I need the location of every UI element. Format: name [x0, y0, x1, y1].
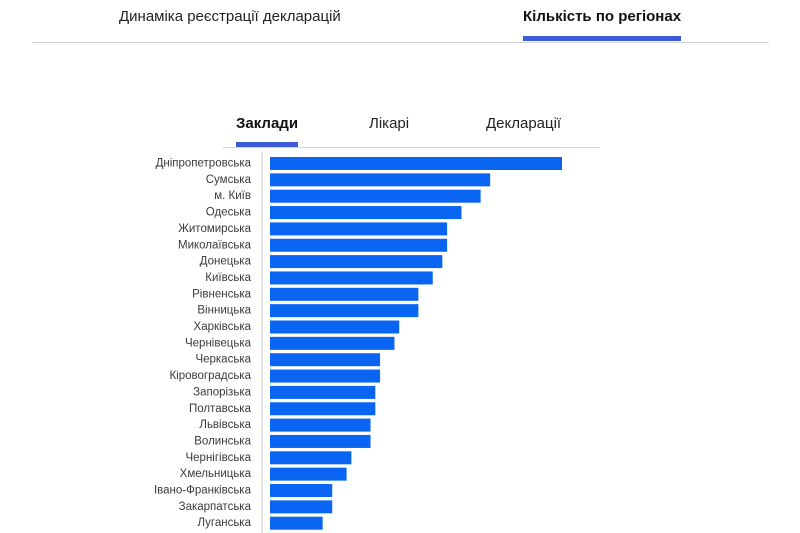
bar[interactable] — [270, 353, 381, 367]
bar[interactable] — [270, 451, 352, 465]
tab-facilities[interactable]: Заклади — [236, 115, 299, 132]
category-label: Миколаївська — [178, 239, 252, 251]
category-label: Закарпатська — [179, 501, 252, 513]
tab-count-by-region[interactable]: Кількість по регіонах — [523, 8, 682, 25]
category-label: Дніпропетровська — [156, 158, 252, 170]
bar[interactable] — [270, 434, 371, 448]
bar[interactable] — [270, 271, 433, 285]
category-label: Київська — [205, 272, 251, 284]
category-label: Луганська — [197, 517, 251, 529]
category-label: Кіровоградська — [169, 370, 251, 382]
category-label: Запорізька — [193, 386, 251, 398]
category-label: Вінницька — [197, 305, 251, 317]
top-tab-bar: Динаміка реєстрації декларацій Кількість… — [32, 0, 769, 43]
bar[interactable] — [270, 369, 381, 383]
bar[interactable] — [270, 516, 323, 530]
category-label: Івано-Франківська — [154, 485, 252, 497]
bar[interactable] — [270, 418, 371, 432]
category-label: Волинська — [194, 435, 251, 447]
bar[interactable] — [270, 255, 443, 269]
bar[interactable] — [270, 336, 395, 350]
tab-declarations-dynamics[interactable]: Динаміка реєстрації декларацій — [119, 8, 341, 25]
active-subtab-indicator — [236, 142, 298, 147]
category-label: Одеська — [206, 207, 252, 219]
tab-declarations[interactable]: Декларації — [486, 115, 562, 132]
category-label: Житомирська — [178, 223, 251, 235]
bar[interactable] — [270, 402, 376, 416]
category-label: Донецька — [200, 256, 252, 268]
active-tab-indicator — [523, 36, 681, 41]
category-label: Черкаська — [195, 354, 251, 366]
bar[interactable] — [270, 304, 419, 318]
bar[interactable] — [270, 173, 491, 187]
category-label: Полтавська — [189, 403, 252, 415]
category-label: Сумська — [206, 174, 252, 186]
bar[interactable] — [270, 484, 333, 497]
category-label: Хмельницька — [180, 468, 252, 480]
category-label: Чернігівська — [185, 452, 251, 464]
tab-doctors[interactable]: Лікарі — [369, 115, 410, 132]
bar[interactable] — [270, 500, 333, 514]
bar[interactable] — [270, 206, 462, 220]
bar[interactable] — [270, 157, 562, 170]
category-label: Харківська — [194, 321, 252, 333]
bar[interactable] — [270, 467, 347, 481]
category-label: Чернівецька — [185, 337, 252, 349]
bar[interactable] — [270, 189, 481, 203]
bar[interactable] — [270, 222, 448, 236]
bar[interactable] — [270, 238, 448, 252]
bar[interactable] — [270, 287, 419, 301]
bar[interactable] — [270, 320, 400, 334]
bar[interactable] — [270, 385, 376, 399]
category-label: м. Київ — [214, 190, 251, 202]
category-label: Рівненська — [192, 288, 251, 300]
sub-tab-bar: Заклади Лікарі Декларації — [223, 112, 600, 148]
regions-bar-chart: Дніпропетровська Сумська м. Київ Одеська Жит… — [154, 152, 562, 533]
category-label: Львівська — [199, 419, 251, 431]
